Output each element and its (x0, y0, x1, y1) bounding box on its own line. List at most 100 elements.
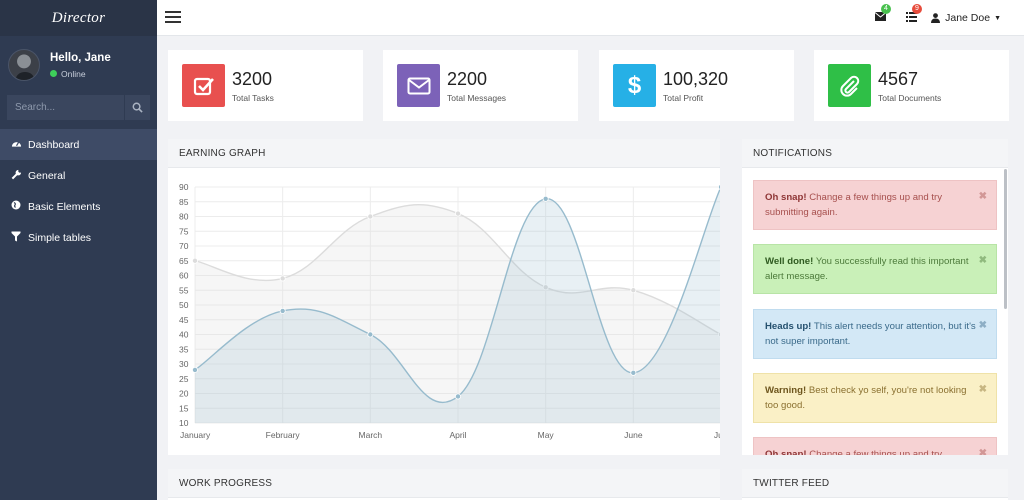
stat-label: Total Documents (878, 92, 942, 103)
search-input[interactable] (7, 95, 124, 120)
panel-title: EARNING GRAPH (168, 139, 720, 168)
panel-title: TWITTER FEED (742, 469, 1008, 498)
x-tick-label: April (449, 430, 466, 440)
dashboard-icon (10, 138, 22, 151)
sidebar-item-simple-tables[interactable]: Simple tables (0, 222, 157, 253)
panel-title: WORK PROGRESS (168, 469, 720, 498)
notifications-scrollbar[interactable] (1004, 169, 1007, 309)
alert-title: Well done! (765, 256, 814, 267)
alert-message: Change a few things up and try submittin… (765, 192, 943, 218)
stat-card-tasks: 3200 Total Tasks (168, 50, 363, 121)
series-2-point (630, 369, 637, 376)
messages-button[interactable]: 4 (874, 4, 891, 24)
paperclip-icon (828, 64, 871, 107)
dollar-icon: $ (613, 64, 656, 107)
series-2-point (279, 307, 286, 314)
sidebar: Director Hello, Jane Online Dashboard Ge… (0, 0, 157, 500)
online-status: Online (50, 69, 111, 79)
x-tick-label: February (266, 430, 301, 440)
series-2-point (542, 195, 549, 202)
alert-title: Heads up! (765, 321, 812, 332)
series-1-point (630, 287, 637, 294)
tasks-button[interactable]: 9 (906, 4, 922, 25)
y-tick-label: 80 (179, 212, 189, 222)
check-square-icon (182, 64, 225, 107)
x-tick-label: January (180, 430, 211, 440)
envelope-icon (874, 12, 887, 21)
filter-icon (10, 231, 22, 245)
user-icon (931, 13, 941, 23)
series-2-point (454, 393, 461, 400)
user-name: Jane Doe (945, 12, 991, 24)
x-tick-label: March (359, 430, 383, 440)
sidebar-item-label: General (28, 169, 66, 182)
alert-title: Warning! (765, 385, 807, 396)
search-button[interactable] (124, 95, 150, 120)
avatar (8, 49, 40, 81)
work-progress-panel: WORK PROGRESS (168, 469, 720, 500)
y-tick-label: 50 (179, 300, 189, 310)
y-tick-label: 55 (179, 285, 189, 295)
alert-message: Best check yo self, you're not looking t… (765, 385, 967, 411)
y-tick-label: 45 (179, 315, 189, 325)
stat-label: Total Messages (447, 92, 507, 103)
y-tick-label: 60 (179, 271, 189, 281)
close-icon[interactable]: ✖ (978, 384, 987, 395)
alert-message: You successfully read this important ale… (765, 256, 969, 282)
search-icon (132, 102, 143, 113)
x-tick-label: June (624, 430, 643, 440)
sidebar-item-general[interactable]: General (0, 160, 157, 191)
sidebar-item-dashboard[interactable]: Dashboard (0, 129, 157, 160)
stat-value: 3200 (232, 68, 273, 89)
alert-success: Well done! You successfully read this im… (753, 244, 997, 294)
stat-card-profit: $ 100,320 Total Profit (599, 50, 794, 121)
sidebar-nav: Dashboard General Basic Elements Simple … (0, 129, 157, 253)
earning-chart: 10 15 20 25 30 35 40 45 50 55 60 65 70 75 80 85 90 Januar… (179, 182, 720, 440)
user-greeting: Hello, Jane (50, 51, 111, 64)
sidebar-item-label: Dashboard (28, 138, 80, 151)
tasks-badge: 9 (912, 4, 922, 14)
series-1-point (542, 284, 549, 291)
sidebar-item-basic-elements[interactable]: Basic Elements (0, 191, 157, 222)
stat-card-messages: 2200 Total Messages (383, 50, 578, 121)
globe-icon (10, 200, 22, 213)
alert-message: Change a few things up and try submittin… (809, 449, 943, 455)
series-2-line (194, 187, 720, 404)
series-1-point (191, 257, 198, 264)
series-2-point (718, 184, 720, 190)
stat-card-documents: 4567 Total Documents (814, 50, 1009, 121)
alert-danger: Oh snap! Change a few things up and try … (753, 437, 997, 455)
sidebar-search (7, 95, 150, 120)
series-1-area (195, 204, 720, 423)
panel-title: NOTIFICATIONS (742, 139, 1008, 168)
series-1-point (718, 331, 720, 338)
wrench-icon (10, 169, 22, 183)
y-tick-label: 70 (179, 241, 189, 251)
online-dot-icon (50, 70, 57, 77)
envelope-icon (397, 64, 440, 107)
close-icon[interactable]: ✖ (978, 448, 987, 455)
y-tick-label: 85 (179, 197, 189, 207)
series-1-point (279, 275, 286, 282)
earning-graph-panel: EARNING GRAPH 10 15 20 25 30 35 40 45 50 55 60 65 70… (168, 139, 720, 455)
alert-info: Heads up! This alert needs your attentio… (753, 309, 997, 359)
y-tick-label: 40 (179, 330, 189, 340)
menu-toggle-icon[interactable] (165, 11, 181, 23)
close-icon[interactable]: ✖ (978, 255, 987, 266)
close-icon[interactable]: ✖ (978, 320, 987, 331)
alert-title: Oh snap! (765, 449, 807, 455)
y-tick-label: 30 (179, 359, 189, 369)
brand-logo[interactable]: Director (0, 0, 157, 36)
close-icon[interactable]: ✖ (978, 191, 987, 202)
notifications-panel: NOTIFICATIONS Oh snap! Change a few thin… (742, 139, 1008, 455)
stat-value: 4567 (878, 68, 919, 89)
alert-danger: Oh snap! Change a few things up and try … (753, 180, 997, 230)
y-tick-label: 25 (179, 374, 189, 384)
y-tick-label: 90 (179, 182, 189, 192)
series-2-point (367, 331, 374, 338)
sidebar-item-label: Simple tables (28, 231, 92, 244)
user-dropdown[interactable]: Jane Doe ▼ (931, 12, 1001, 24)
series-2-area (195, 189, 720, 423)
y-tick-label: 65 (179, 256, 189, 266)
y-tick-label: 35 (179, 344, 189, 354)
